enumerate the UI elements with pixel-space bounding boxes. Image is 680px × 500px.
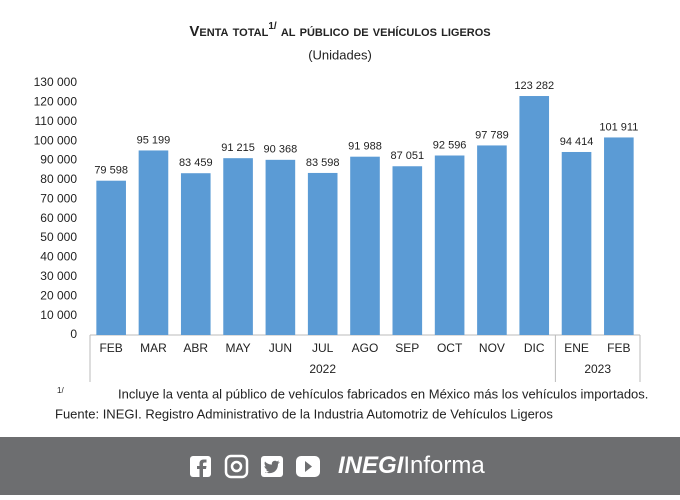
y-tick-label: 110 000 — [35, 114, 78, 128]
x-tick-label: DIC — [524, 341, 545, 355]
x-tick-label: OCT — [437, 341, 463, 355]
facebook-glyph — [197, 459, 207, 477]
value-label: 123 282 — [514, 80, 554, 92]
y-tick-label: 90 000 — [40, 153, 77, 167]
value-label: 94 414 — [560, 136, 594, 148]
year-label: 2022 — [309, 362, 336, 376]
bar — [604, 137, 634, 335]
x-tick-label: FEB — [607, 341, 630, 355]
x-tick-label: ABR — [183, 341, 208, 355]
value-label: 95 199 — [137, 134, 171, 146]
value-label: 92 596 — [433, 139, 467, 151]
bar — [265, 159, 296, 335]
y-tick-label: 70 000 — [40, 191, 77, 205]
bar — [350, 156, 380, 335]
footer-brand: INEGIInforma — [338, 452, 485, 479]
bar — [561, 151, 592, 335]
value-label: 87 051 — [390, 150, 424, 162]
y-tick-label: 40 000 — [40, 250, 77, 264]
value-label: 83 459 — [179, 157, 213, 169]
bar — [180, 173, 211, 335]
x-tick-label: ENE — [564, 341, 589, 355]
value-label: 101 911 — [599, 121, 638, 133]
twitter-glyph — [264, 460, 280, 474]
y-tick-label: 50 000 — [40, 230, 77, 244]
y-tick-label: 120 000 — [34, 95, 78, 109]
x-tick-label: JUL — [312, 341, 334, 355]
y-tick-label: 10 000 — [40, 308, 77, 322]
source: Fuente: INEGI. Registro Administrativo d… — [55, 406, 553, 421]
value-label: 91 215 — [221, 142, 255, 154]
bar — [477, 145, 507, 335]
y-tick-label: 80 000 — [40, 172, 77, 186]
bar — [138, 150, 169, 335]
title-rest: al público de vehículos ligeros — [277, 23, 491, 40]
bar — [96, 180, 126, 335]
x-tick-label: AGO — [352, 341, 379, 355]
y-tick-label: 0 — [70, 327, 77, 341]
note-text: Incluye la venta al público de vehículos… — [118, 386, 648, 401]
y-tick-label: 30 000 — [40, 269, 77, 283]
value-label: 97 789 — [475, 129, 509, 141]
social-icons — [190, 454, 320, 479]
brand-rest: Informa — [403, 452, 485, 479]
note-marker: 1/ — [57, 386, 64, 395]
brand-bold: INEGI — [338, 452, 405, 479]
y-tick-label: 130 000 — [34, 75, 78, 89]
year-label: 2023 — [584, 362, 611, 376]
y-tick-label: 60 000 — [40, 211, 77, 225]
x-tick-label: JUN — [269, 341, 292, 355]
x-tick-label: MAR — [140, 341, 167, 355]
instagram-icon[interactable] — [224, 454, 249, 479]
value-label: 83 598 — [306, 157, 340, 169]
value-label: 90 368 — [264, 144, 298, 156]
chart-title: Venta total1/ al público de vehículos li… — [189, 21, 490, 40]
title-main: Venta total — [189, 23, 268, 40]
title-superscript: 1/ — [268, 21, 277, 32]
bar — [434, 155, 465, 335]
x-tick-label: MAY — [226, 341, 251, 355]
value-label: 79 598 — [94, 165, 128, 177]
instagram-glyph — [230, 460, 243, 473]
chart-subtitle: (Unidades) — [308, 47, 372, 62]
y-tick-label: 100 000 — [34, 133, 78, 147]
youtube-glyph — [305, 461, 312, 472]
bar — [307, 172, 338, 335]
x-tick-label: SEP — [395, 341, 419, 355]
y-tick-label: 20 000 — [40, 288, 77, 302]
value-label: 91 988 — [348, 141, 382, 153]
footer-band — [0, 437, 680, 495]
x-tick-label: FEB — [99, 341, 122, 355]
bar — [519, 96, 550, 335]
bar — [223, 158, 253, 335]
x-tick-label: NOV — [479, 341, 505, 355]
bar — [392, 166, 423, 335]
